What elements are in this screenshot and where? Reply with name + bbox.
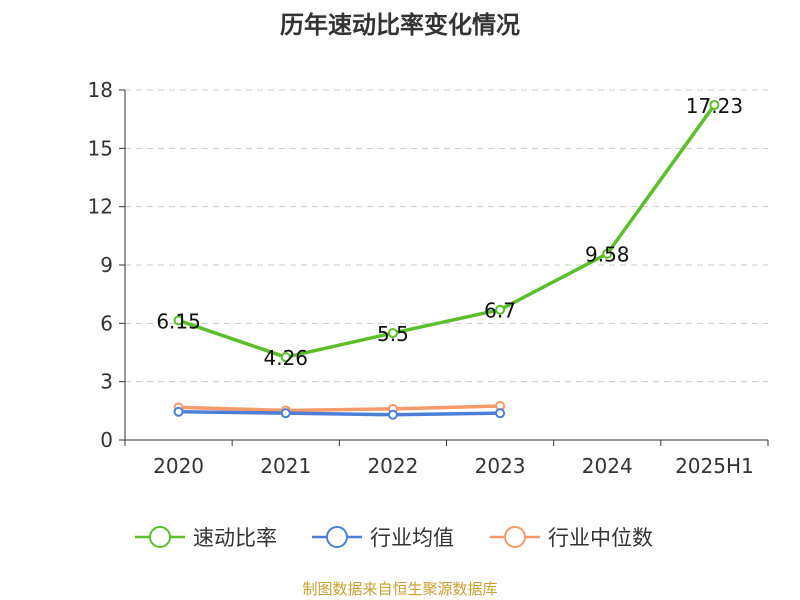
series-layer <box>173 99 720 420</box>
x-tick-label: 2021 <box>260 454 311 478</box>
data-point <box>280 408 291 419</box>
x-tick-label: 2022 <box>367 454 418 478</box>
data-point <box>709 99 720 110</box>
legend-label: 行业中位数 <box>548 526 653 550</box>
y-tick-label: 3 <box>100 370 113 394</box>
series-line-1 <box>178 410 501 417</box>
x-tick-label: 2025H1 <box>675 454 754 478</box>
axes: 0 3 6 9 12 15 18 2020 2021 2022 2023 2024 2025H1 <box>88 78 769 478</box>
data-point <box>173 406 184 417</box>
y-tick-label: 15 <box>88 136 113 160</box>
legend-label: 速动比率 <box>193 526 277 550</box>
y-tick-label: 6 <box>100 311 113 335</box>
data-label: 17.23 <box>686 94 743 118</box>
y-tick-label: 0 <box>100 428 113 452</box>
legend-marker-icon <box>149 526 171 548</box>
data-labels: 6.15 4.26 5.5 6.7 9.58 17.23 <box>156 94 743 370</box>
y-tick-label: 18 <box>88 78 113 102</box>
data-point <box>173 315 184 326</box>
series-line-0 <box>178 103 716 359</box>
data-point <box>387 409 398 420</box>
data-point <box>495 304 506 315</box>
legend-marker-icon <box>326 526 348 548</box>
data-point <box>495 408 506 419</box>
data-point <box>387 328 398 339</box>
y-tick-label: 9 <box>100 253 113 277</box>
legend: 速动比率 行业均值 行业中位数 <box>135 526 653 550</box>
source-note: 制图数据来自恒生聚源数据库 <box>302 580 497 598</box>
data-point <box>280 352 291 363</box>
data-label: 5.5 <box>377 322 409 346</box>
data-label: 6.15 <box>156 309 201 333</box>
x-tick-label: 2023 <box>475 454 526 478</box>
grid <box>125 89 768 383</box>
x-tick-label: 2020 <box>153 454 204 478</box>
y-tick-label: 12 <box>88 195 113 219</box>
data-label: 6.7 <box>484 299 516 323</box>
data-point <box>602 248 613 259</box>
chart-title: 历年速动比率变化情况 <box>280 11 520 39</box>
data-label: 4.26 <box>263 346 308 370</box>
legend-label: 行业均值 <box>370 526 454 550</box>
x-tick-label: 2024 <box>582 454 633 478</box>
data-label: 9.58 <box>585 243 630 267</box>
legend-marker-icon <box>504 526 526 548</box>
series-line-2 <box>178 404 501 413</box>
